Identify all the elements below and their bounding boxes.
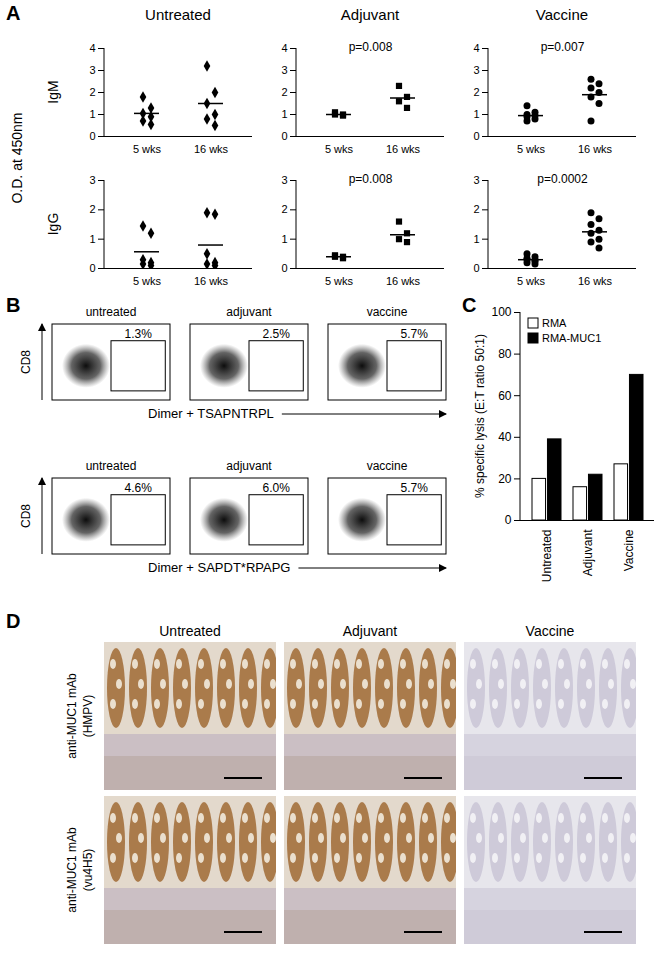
svg-text:Untreated: Untreated [159, 623, 220, 639]
svg-text:40: 40 [498, 430, 512, 444]
svg-text:2: 2 [281, 203, 287, 215]
svg-text:0: 0 [473, 130, 479, 142]
svg-text:1: 1 [473, 233, 479, 245]
svg-text:p=0.008: p=0.008 [349, 172, 393, 186]
svg-text:CD8: CD8 [19, 350, 33, 374]
svg-text:3: 3 [281, 174, 287, 186]
svg-text:CD8: CD8 [19, 504, 33, 528]
svg-text:1: 1 [89, 233, 95, 245]
svg-text:0: 0 [473, 262, 479, 274]
svg-text:16 wks: 16 wks [194, 143, 229, 155]
svg-text:4: 4 [89, 42, 95, 54]
svg-text:Vaccine: Vaccine [536, 6, 588, 23]
svg-text:4: 4 [473, 42, 479, 54]
svg-text:4: 4 [281, 42, 287, 54]
svg-text:anti-MUC1 mAb: anti-MUC1 mAb [65, 827, 79, 913]
svg-text:2: 2 [281, 86, 287, 98]
svg-text:Untreated: Untreated [145, 6, 211, 23]
svg-text:0: 0 [89, 130, 95, 142]
svg-text:3: 3 [89, 64, 95, 76]
svg-text:5 wks: 5 wks [325, 143, 354, 155]
svg-text:3: 3 [281, 64, 287, 76]
svg-text:RMA: RMA [542, 317, 567, 329]
svg-text:O.D. at 450nm: O.D. at 450nm [9, 112, 25, 203]
svg-text:Adjuvant: Adjuvant [581, 529, 595, 576]
svg-text:0: 0 [505, 513, 512, 527]
svg-text:20: 20 [498, 472, 512, 486]
svg-text:1: 1 [281, 233, 287, 245]
svg-text:4.6%: 4.6% [124, 481, 152, 495]
svg-text:p=0.0002: p=0.0002 [537, 172, 588, 186]
svg-text:Adjuvant: Adjuvant [343, 623, 398, 639]
svg-text:1: 1 [89, 108, 95, 120]
svg-text:1: 1 [281, 108, 287, 120]
svg-text:p=0.007: p=0.007 [541, 40, 585, 54]
svg-text:1: 1 [473, 108, 479, 120]
svg-text:Adjuvant: Adjuvant [341, 6, 400, 23]
svg-text:adjuvant: adjuvant [226, 459, 272, 473]
svg-text:3: 3 [473, 174, 479, 186]
svg-text:16 wks: 16 wks [386, 275, 421, 287]
svg-text:2.5%: 2.5% [262, 327, 290, 341]
svg-text:0: 0 [281, 262, 287, 274]
svg-text:Dimer + TSAPNTRPL: Dimer + TSAPNTRPL [148, 406, 274, 421]
svg-text:16 wks: 16 wks [578, 275, 613, 287]
svg-text:vaccine: vaccine [367, 305, 408, 319]
svg-text:(vu4H5): (vu4H5) [81, 849, 95, 892]
svg-text:anti-MUC1 mAb: anti-MUC1 mAb [65, 673, 79, 759]
svg-text:2: 2 [89, 86, 95, 98]
svg-text:5 wks: 5 wks [517, 275, 546, 287]
svg-text:untreated: untreated [86, 305, 137, 319]
svg-text:5 wks: 5 wks [133, 275, 162, 287]
svg-text:2: 2 [473, 86, 479, 98]
svg-text:B: B [6, 294, 20, 316]
svg-text:100: 100 [491, 305, 511, 319]
svg-text:Untreated: Untreated [540, 530, 554, 583]
svg-text:Dimer + SAPDT*RPAPG: Dimer + SAPDT*RPAPG [148, 560, 290, 575]
svg-text:untreated: untreated [86, 459, 137, 473]
svg-text:5 wks: 5 wks [133, 143, 162, 155]
svg-text:2: 2 [89, 203, 95, 215]
svg-text:p=0.008: p=0.008 [349, 40, 393, 54]
svg-text:0: 0 [281, 130, 287, 142]
svg-text:RMA-MUC1: RMA-MUC1 [542, 332, 601, 344]
svg-text:5.7%: 5.7% [400, 327, 428, 341]
svg-text:IgG: IgG [45, 213, 61, 236]
svg-text:0: 0 [89, 262, 95, 274]
svg-text:16 wks: 16 wks [194, 275, 229, 287]
svg-text:3: 3 [89, 174, 95, 186]
svg-text:vaccine: vaccine [367, 459, 408, 473]
svg-text:D: D [6, 610, 20, 632]
svg-text:6.0%: 6.0% [262, 481, 290, 495]
svg-text:16 wks: 16 wks [386, 143, 421, 155]
svg-text:80: 80 [498, 347, 512, 361]
svg-text:5 wks: 5 wks [325, 275, 354, 287]
svg-text:(HMPV): (HMPV) [81, 695, 95, 738]
svg-text:C: C [462, 294, 476, 316]
svg-text:A: A [6, 2, 20, 24]
svg-text:3: 3 [473, 64, 479, 76]
svg-text:adjuvant: adjuvant [226, 305, 272, 319]
svg-text:16 wks: 16 wks [578, 143, 613, 155]
svg-text:IgM: IgM [45, 80, 61, 103]
svg-text:Vaccine: Vaccine [526, 623, 575, 639]
svg-text:1.3%: 1.3% [124, 327, 152, 341]
svg-text:2: 2 [473, 203, 479, 215]
svg-text:% specific lysis (E:T ratio 50: % specific lysis (E:T ratio 50:1) [473, 334, 487, 498]
svg-text:60: 60 [498, 389, 512, 403]
svg-text:Vaccine: Vaccine [622, 529, 636, 571]
svg-text:5.7%: 5.7% [400, 481, 428, 495]
svg-text:5 wks: 5 wks [517, 143, 546, 155]
